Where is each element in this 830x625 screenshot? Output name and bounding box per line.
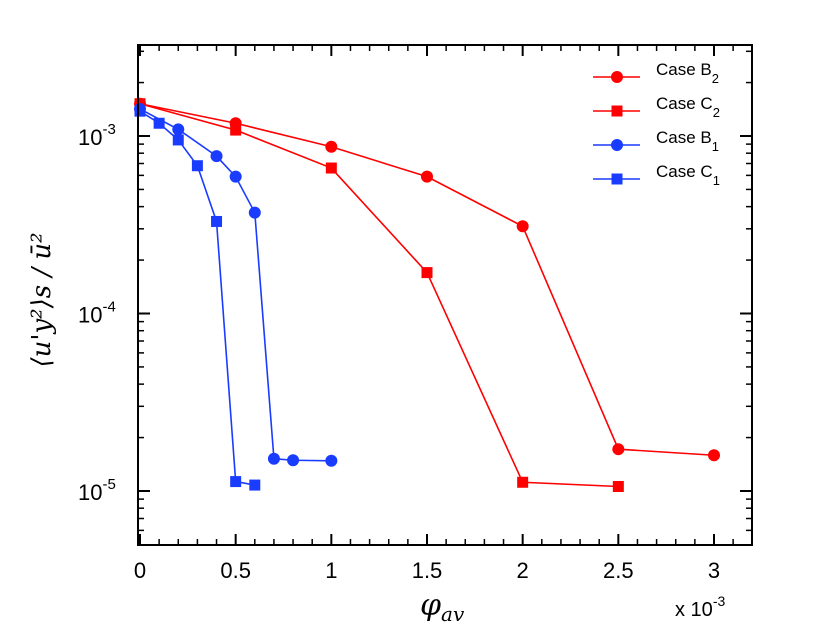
data-point	[612, 443, 625, 456]
legend-label-sub: 1	[712, 139, 719, 154]
y-tick-label: 10-5	[78, 476, 116, 505]
data-point	[421, 170, 433, 183]
data-point	[325, 162, 337, 174]
data-point	[612, 481, 624, 493]
x-tick-label: 0.5	[220, 558, 251, 583]
series-line	[139, 102, 619, 488]
legend-label-sub: 1	[713, 173, 720, 188]
legend-label-name: Case B	[656, 128, 712, 147]
data-point	[229, 170, 242, 183]
y-tick-label-base: 10	[78, 303, 102, 328]
legend-marker	[611, 139, 623, 151]
legend-label-name: Case C	[656, 162, 713, 181]
data-point	[517, 476, 529, 488]
legend-item: Case C2	[593, 94, 720, 120]
x-tick-label: 1	[325, 558, 337, 583]
y-tick-label: 10-3	[78, 121, 116, 150]
x-axis-multiplier-exp: -3	[713, 593, 726, 609]
y-tick-label-base: 10	[78, 125, 102, 150]
x-tick-label: 2	[517, 558, 529, 583]
data-point	[249, 479, 261, 491]
series-3	[134, 102, 338, 467]
series-line	[139, 108, 332, 462]
data-point	[172, 134, 184, 146]
data-point	[287, 454, 300, 467]
axis-ticks: 0 0.5 1 1.5 2 2.5 310-510-410-3	[78, 45, 752, 583]
x-axis-multiplier: x 10-3	[675, 593, 725, 621]
legend-marker	[611, 71, 623, 83]
legend-marker	[611, 173, 623, 185]
legend-label: Case C2	[656, 94, 720, 120]
data-point	[230, 124, 242, 136]
data-point	[134, 105, 146, 117]
x-axis-label-sub: av	[441, 602, 465, 625]
data-point	[267, 452, 280, 465]
series-4	[134, 105, 261, 491]
data-point	[708, 449, 720, 462]
data-point	[211, 215, 223, 227]
data-point	[325, 454, 338, 467]
legend-label-name: Case C	[656, 94, 713, 113]
x-tick-label: 0	[134, 558, 146, 583]
x-tick-label: 3	[708, 558, 720, 583]
y-tick-label-exp: -5	[102, 476, 115, 493]
plot-frame	[137, 44, 753, 546]
series-1	[134, 97, 720, 462]
y-tick-label-exp: -3	[102, 121, 115, 138]
legend-label-sub: 2	[712, 71, 719, 86]
legend-item: Case B2	[593, 60, 719, 86]
legend-label: Case B1	[656, 128, 719, 154]
x-axis-label: φav	[420, 588, 465, 625]
x-tick-label: 2.5	[603, 558, 634, 583]
series-line	[139, 102, 715, 457]
data-point	[516, 220, 529, 233]
y-tick-label-base: 10	[78, 480, 102, 505]
legend-label-name: Case B	[656, 60, 712, 79]
data-point	[325, 140, 338, 153]
y-tick-label-exp: -4	[102, 299, 115, 316]
x-tick-label: 1.5	[412, 558, 443, 583]
data-point	[172, 123, 185, 136]
legend-label: Case C1	[656, 162, 720, 188]
legend-item: Case C1	[593, 162, 720, 188]
y-axis-label: ⟨u'y²⟩s / ū²	[27, 232, 57, 367]
legend-marker	[611, 105, 623, 117]
data-point	[153, 117, 165, 129]
chart-marks	[134, 97, 720, 493]
data-point	[191, 160, 203, 172]
legend-item: Case B1	[593, 128, 719, 154]
data-point	[210, 150, 223, 163]
data-point	[421, 267, 433, 279]
y-tick-label: 10-4	[78, 299, 116, 328]
legend-label: Case B2	[656, 60, 719, 86]
data-point	[248, 206, 261, 219]
legend-label-sub: 2	[713, 105, 720, 120]
data-point	[230, 476, 242, 488]
series-2	[134, 98, 624, 493]
